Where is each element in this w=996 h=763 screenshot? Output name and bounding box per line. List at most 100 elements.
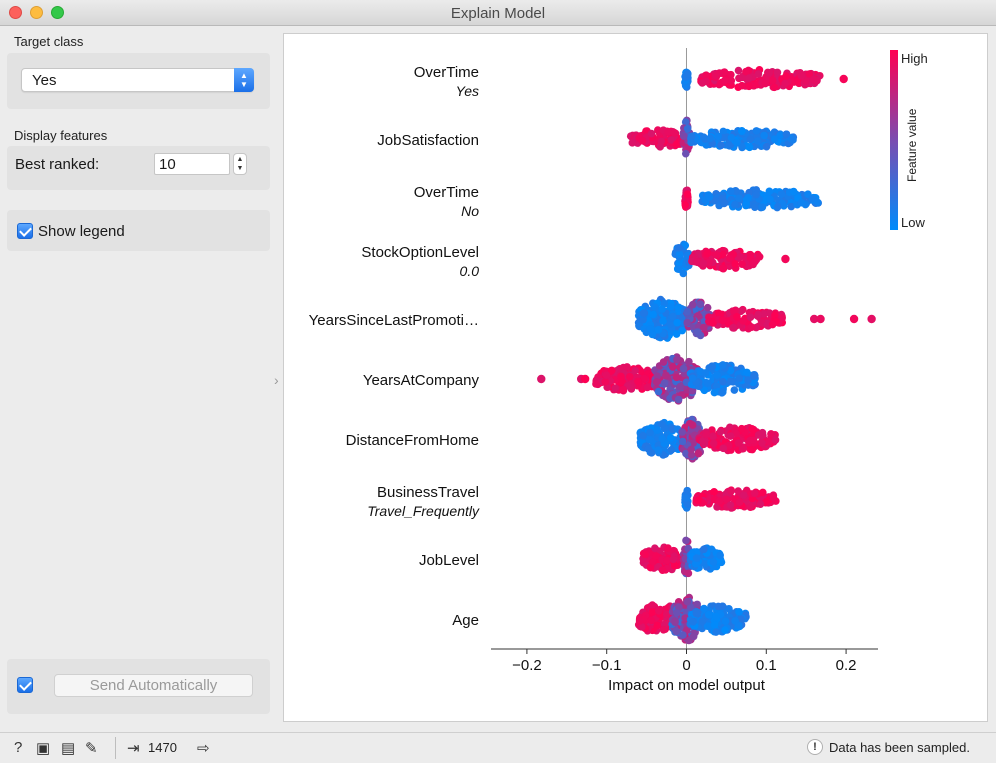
data-point: [692, 560, 700, 568]
data-point: [653, 621, 662, 630]
data-point: [705, 258, 713, 267]
data-point: [709, 432, 717, 440]
feature-label: StockOptionLevel: [361, 244, 479, 261]
data-point: [654, 326, 663, 334]
data-point: [647, 129, 656, 138]
data-point: [648, 608, 657, 616]
data-point: [719, 361, 727, 369]
data-point: [672, 609, 681, 617]
splitter-handle-icon[interactable]: ›: [274, 372, 279, 388]
target-class-box: Yes ▲ ▼: [7, 53, 270, 109]
data-point: [787, 202, 796, 211]
feature-label: BusinessTravel: [377, 484, 479, 501]
send-automatically-button[interactable]: Send Automatically: [54, 674, 253, 697]
data-point: [742, 67, 750, 76]
data-point: [641, 550, 649, 559]
help-icon[interactable]: ?: [14, 739, 23, 756]
data-point: [667, 136, 676, 144]
data-point: [752, 127, 761, 135]
outlier-point: [809, 314, 819, 324]
data-point: [693, 258, 701, 266]
data-point: [704, 610, 713, 619]
data-point: [731, 260, 740, 268]
data-point: [726, 377, 734, 386]
data-point: [745, 143, 754, 152]
data-point: [708, 362, 717, 371]
data-point: [725, 254, 734, 263]
legend-box: Show legend: [7, 210, 270, 251]
data-point: [658, 566, 667, 574]
data-point: [666, 434, 675, 442]
data-point: [682, 536, 690, 545]
report-icon[interactable]: ▤: [61, 740, 76, 757]
data-point: [709, 319, 717, 327]
best-ranked-input[interactable]: 10: [154, 153, 230, 175]
data-point: [692, 554, 701, 562]
control-area: Target class Yes ▲ ▼ Display features Bes…: [0, 26, 278, 732]
data-point: [640, 309, 648, 318]
legend-title: Feature value: [905, 108, 919, 182]
data-point: [679, 364, 688, 373]
data-point: [727, 487, 735, 495]
data-point: [670, 561, 679, 570]
data-point: [736, 253, 744, 261]
target-class-select[interactable]: Yes ▲ ▼: [21, 68, 254, 92]
status-bar: ? ▣ ▤ ✎ ⇥ 1470 ⇨ ! Data has been sampled…: [0, 732, 996, 763]
data-point: [699, 259, 708, 268]
show-legend-checkbox[interactable]: [17, 223, 33, 239]
feature-label: OverTime: [414, 64, 479, 81]
pin-icon[interactable]: ✎: [85, 740, 98, 757]
data-point: [745, 82, 753, 91]
data-point: [758, 439, 766, 447]
data-point: [721, 617, 730, 625]
data-point: [681, 149, 690, 158]
auto-send-checkbox[interactable]: [17, 677, 33, 693]
data-point: [752, 190, 760, 199]
data-point: [729, 324, 737, 332]
data-point: [701, 369, 710, 377]
data-point: [679, 631, 687, 639]
data-point: [664, 128, 672, 136]
best-ranked-label: Best ranked:: [15, 156, 100, 173]
data-point: [653, 126, 662, 134]
data-point: [699, 323, 708, 332]
data-point: [649, 557, 658, 566]
feature-label: YearsSinceLastPromoti…: [309, 312, 479, 329]
data-point: [738, 81, 746, 90]
data-point: [659, 317, 667, 325]
close-window-button[interactable]: [9, 6, 22, 19]
data-point: [643, 383, 652, 392]
data-point: [717, 141, 725, 150]
data-point: [767, 430, 775, 438]
minimize-window-button[interactable]: [30, 6, 43, 19]
save-icon[interactable]: ▣: [36, 740, 51, 757]
data-point: [733, 313, 741, 321]
data-point: [737, 615, 745, 623]
zoom-window-button[interactable]: [51, 6, 64, 19]
data-point: [652, 552, 660, 560]
data-point: [673, 355, 681, 364]
data-point: [720, 199, 728, 208]
data-point: [727, 77, 736, 85]
data-point: [646, 325, 655, 333]
data-point: [797, 198, 806, 207]
data-point: [719, 127, 728, 136]
data-point: [727, 70, 735, 79]
data-point: [702, 430, 711, 439]
data-point: [683, 190, 692, 199]
data-point: [688, 374, 697, 383]
data-point: [760, 131, 768, 140]
data-point: [649, 310, 657, 319]
data-point: [617, 372, 625, 381]
data-point: [750, 203, 759, 212]
data-point: [654, 387, 663, 396]
data-point: [782, 72, 790, 80]
data-point: [765, 187, 774, 196]
feature-label: JobLevel: [419, 552, 479, 569]
data-point: [726, 501, 735, 509]
x-tick-label: 0.2: [836, 657, 857, 674]
best-ranked-stepper[interactable]: ▲ ▼: [233, 153, 247, 175]
beeswarm-chart: OverTime Yes JobSatisfaction OverTime No Stoc…: [309, 48, 928, 694]
target-class-value: Yes: [32, 72, 57, 89]
data-point: [746, 502, 755, 511]
